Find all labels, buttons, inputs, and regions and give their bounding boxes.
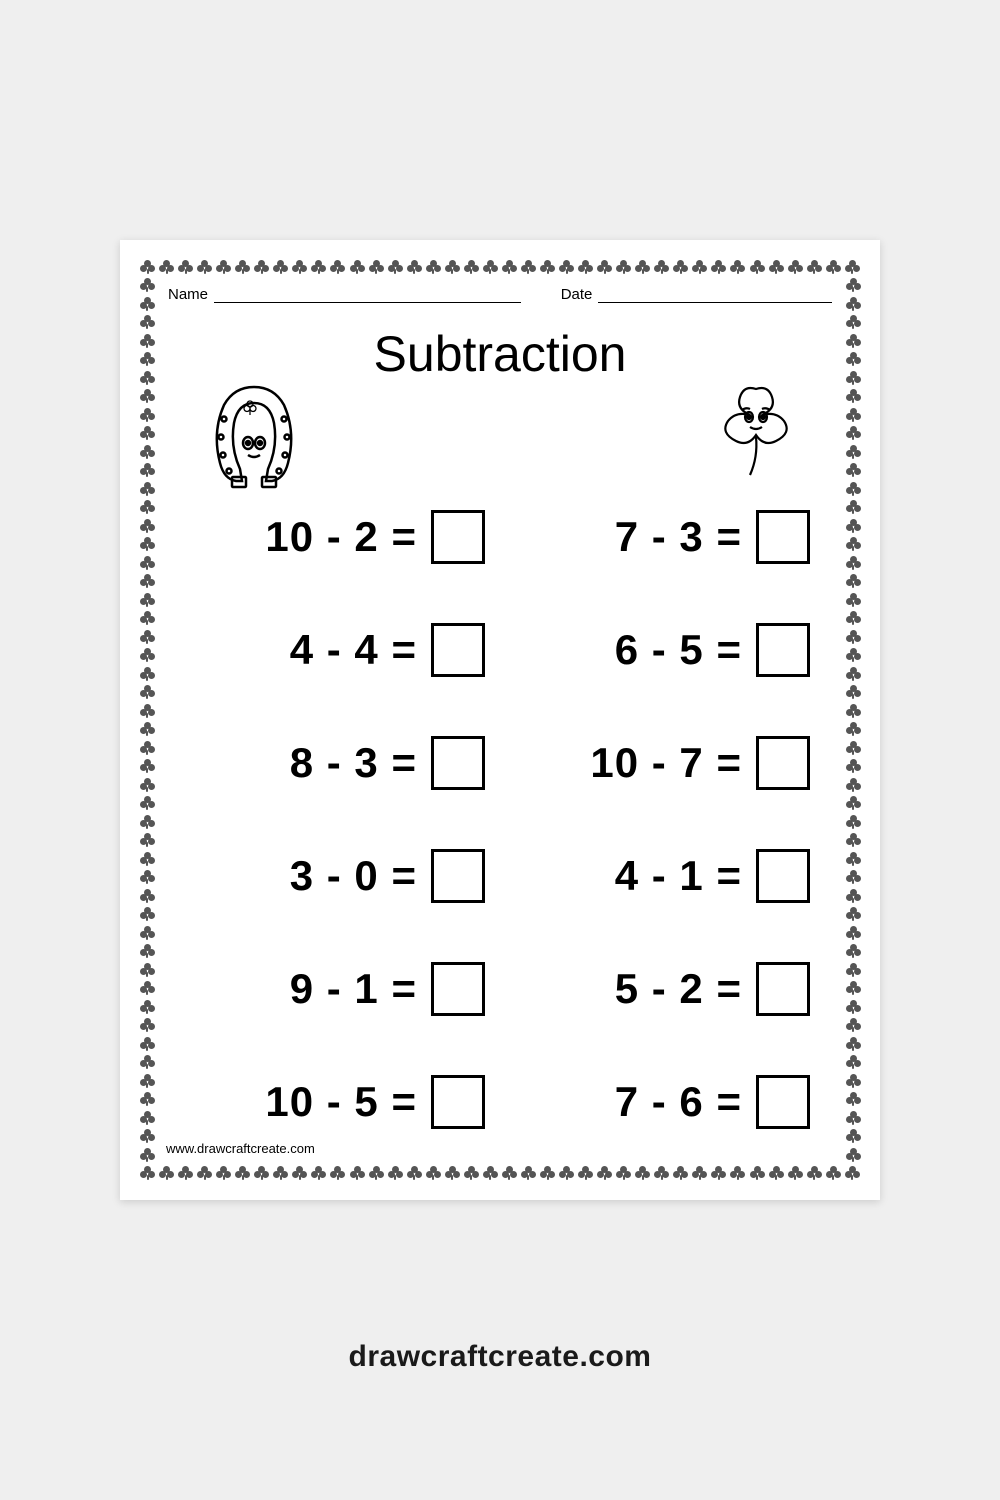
problem: 3 - 0 =	[190, 828, 485, 923]
answer-box[interactable]	[431, 962, 485, 1016]
problem-expression: 5 - 2 =	[615, 965, 742, 1013]
worksheet-content: Name Date Subtraction	[160, 280, 840, 1160]
problem-expression: 7 - 6 =	[615, 1078, 742, 1126]
problem-expression: 9 - 1 =	[290, 965, 417, 1013]
answer-box[interactable]	[756, 510, 810, 564]
problem: 4 - 1 =	[515, 828, 810, 923]
horseshoe-icon	[194, 377, 314, 497]
problem-expression: 10 - 5 =	[265, 1078, 417, 1126]
header-row: Name Date	[168, 286, 832, 303]
answer-box[interactable]	[756, 962, 810, 1016]
answer-box[interactable]	[431, 510, 485, 564]
answer-box[interactable]	[756, 623, 810, 677]
answer-box[interactable]	[756, 736, 810, 790]
problem: 10 - 2 =	[190, 489, 485, 584]
problem-expression: 4 - 4 =	[290, 626, 417, 674]
shamrock-icon	[706, 377, 806, 497]
answer-box[interactable]	[431, 736, 485, 790]
problems-grid: 10 - 2 = 7 - 3 = 4 - 4 = 6 - 5 = 8 - 3 = 10 -…	[160, 489, 840, 1160]
worksheet-sheet: Name Date Subtraction	[120, 240, 880, 1200]
problem: 10 - 5 =	[190, 1055, 485, 1150]
answer-box[interactable]	[756, 849, 810, 903]
decoration-row	[160, 377, 840, 497]
name-field: Name	[168, 286, 521, 303]
problem: 8 - 3 =	[190, 715, 485, 810]
answer-box[interactable]	[431, 1075, 485, 1129]
problem-expression: 8 - 3 =	[290, 739, 417, 787]
date-field: Date	[561, 286, 832, 303]
worksheet-title: Subtraction	[160, 325, 840, 383]
problem: 7 - 3 =	[515, 489, 810, 584]
problem: 6 - 5 =	[515, 602, 810, 697]
problem: 4 - 4 =	[190, 602, 485, 697]
footer-url: www.drawcraftcreate.com	[166, 1141, 315, 1156]
problem-expression: 6 - 5 =	[615, 626, 742, 674]
answer-box[interactable]	[431, 849, 485, 903]
problem: 10 - 7 =	[515, 715, 810, 810]
problem: 5 - 2 =	[515, 942, 810, 1037]
name-label: Name	[168, 286, 208, 303]
problem-expression: 10 - 2 =	[265, 513, 417, 561]
date-input-line[interactable]	[598, 289, 832, 303]
problem: 7 - 6 =	[515, 1055, 810, 1150]
problem-expression: 7 - 3 =	[615, 513, 742, 561]
name-input-line[interactable]	[214, 289, 521, 303]
problem-expression: 4 - 1 =	[615, 852, 742, 900]
problem-expression: 10 - 7 =	[590, 739, 742, 787]
site-caption: drawcraftcreate.com	[349, 1340, 652, 1374]
problem-expression: 3 - 0 =	[290, 852, 417, 900]
answer-box[interactable]	[756, 1075, 810, 1129]
problem: 9 - 1 =	[190, 942, 485, 1037]
date-label: Date	[561, 286, 593, 303]
answer-box[interactable]	[431, 623, 485, 677]
